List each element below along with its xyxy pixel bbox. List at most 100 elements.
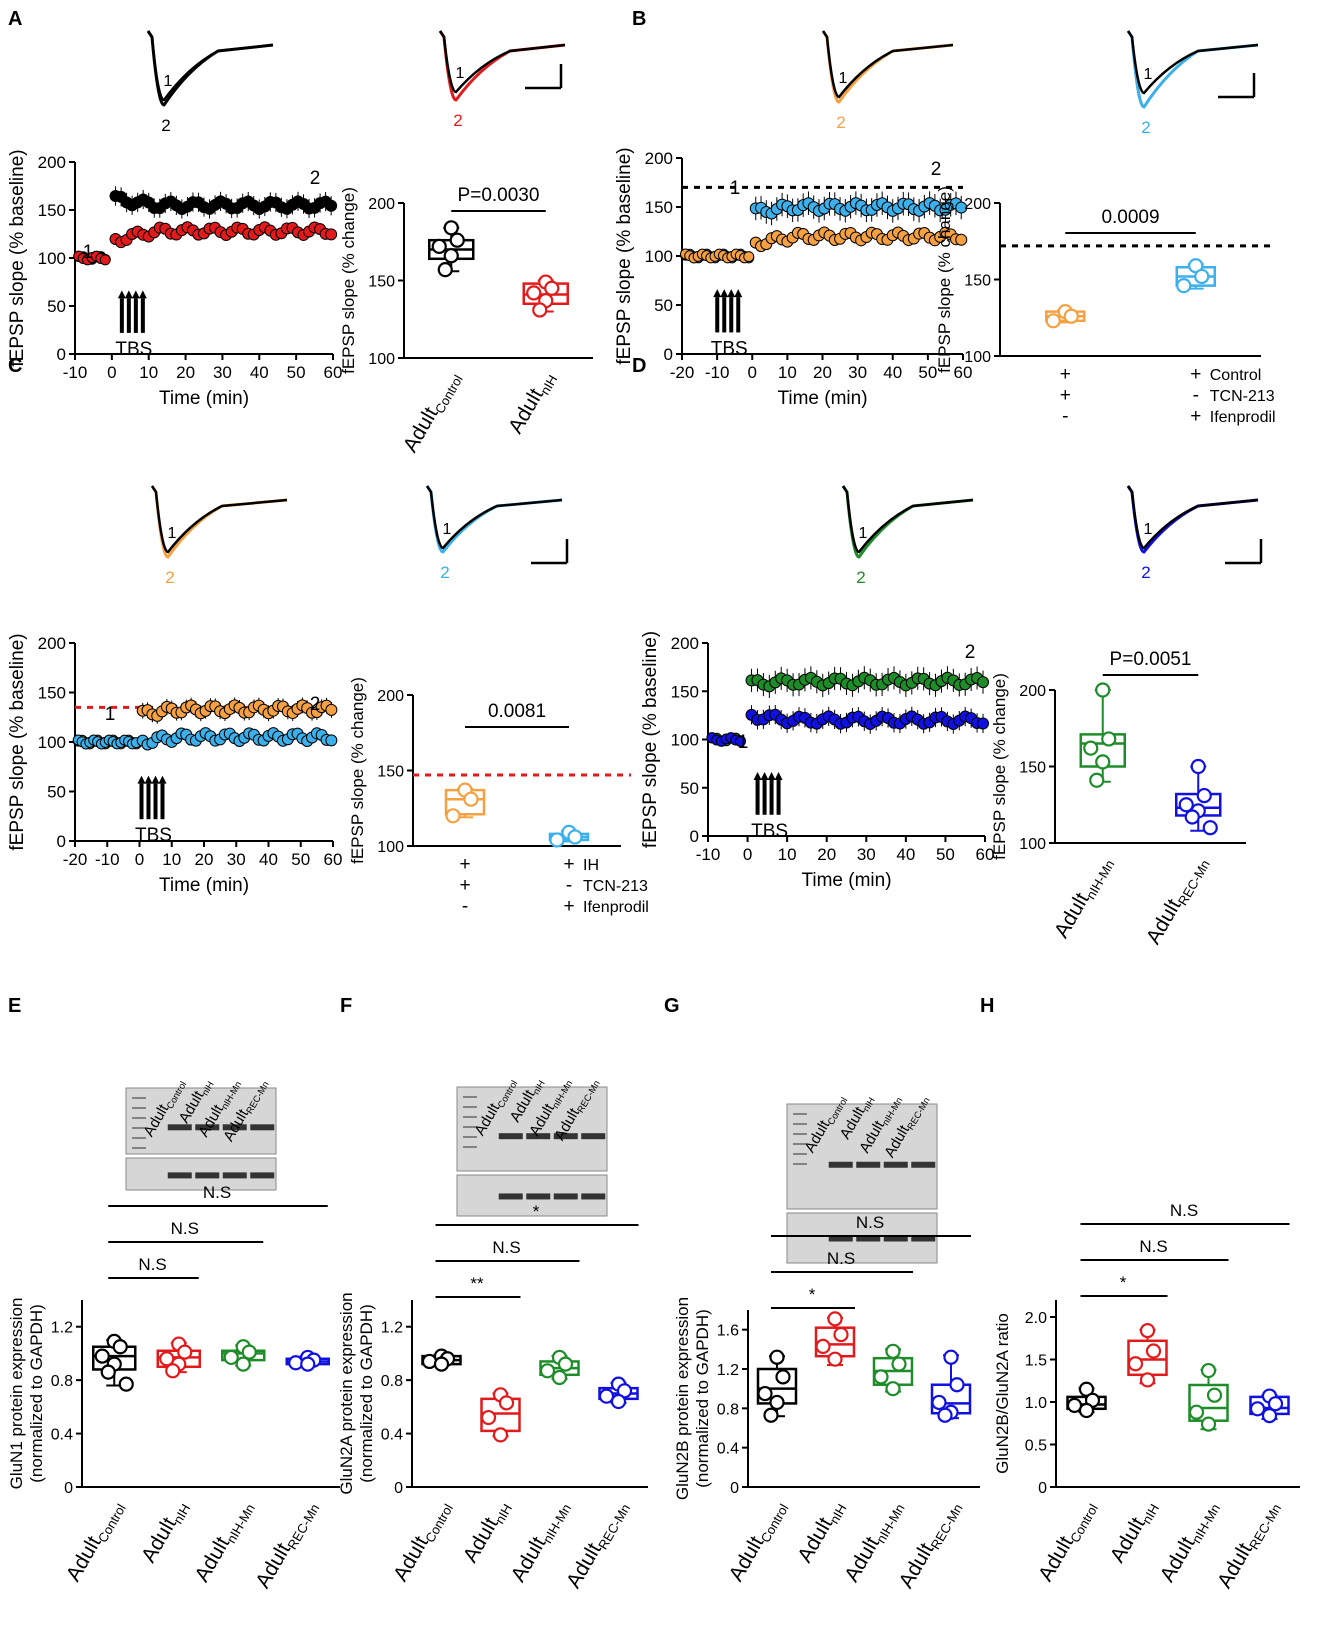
significance-label: N.S xyxy=(203,1183,231,1202)
trace-line-1 xyxy=(146,30,274,102)
tbs-arrow-head xyxy=(117,290,126,299)
data-point xyxy=(1139,1322,1156,1339)
data-point xyxy=(1145,1343,1162,1359)
y-tick-label: 100 xyxy=(38,733,66,752)
data-point xyxy=(94,1348,110,1364)
y-tick-label: 0 xyxy=(57,345,66,364)
trace-line-1 xyxy=(150,485,288,554)
trace-line-1 xyxy=(1126,485,1259,550)
data-point xyxy=(833,1326,849,1343)
data-point xyxy=(1190,758,1206,775)
group-label: AdultREC-Mn xyxy=(251,1496,322,1593)
data-point xyxy=(567,829,583,845)
y-tick-label: 200 xyxy=(377,688,404,705)
data-point xyxy=(1249,1401,1266,1417)
data-point xyxy=(598,1388,615,1404)
p-value: P=0.0030 xyxy=(458,185,540,206)
gapdh-band xyxy=(553,1193,578,1200)
y-tick-label: 200 xyxy=(671,634,699,653)
tbs-arrow-head xyxy=(767,772,776,781)
panel-label: A xyxy=(8,8,22,30)
y-tick-label: 100 xyxy=(1019,836,1046,853)
y-tick-label: 2.0 xyxy=(1025,1310,1047,1327)
gapdh-band xyxy=(250,1172,275,1179)
x-tick-label: -10 xyxy=(63,363,88,382)
data-point xyxy=(931,1394,947,1411)
p-value: P=0.0051 xyxy=(1110,649,1192,670)
y-tick-label: 200 xyxy=(1019,683,1046,700)
y-tick-label: 1.6 xyxy=(717,1323,739,1340)
x-tick-label: 30 xyxy=(857,845,876,864)
panel-label: D xyxy=(632,355,646,377)
group-label-sub: REC-Mn xyxy=(928,1501,966,1552)
baseline-point xyxy=(99,254,111,266)
y-tick-label: 200 xyxy=(38,634,66,653)
x-tick-label: 60 xyxy=(324,850,343,869)
y-tick-label: 1.0 xyxy=(1025,1395,1047,1412)
group-label-sub: REC-Mn xyxy=(595,1501,633,1552)
significance-label: N.S xyxy=(1170,1201,1198,1220)
data-point xyxy=(1200,1416,1217,1432)
significance-label: N.S xyxy=(138,1255,166,1274)
data-point xyxy=(463,791,479,807)
x-tick-label: -10 xyxy=(705,363,730,382)
group-label: AdultnIH xyxy=(1106,1496,1162,1568)
group-label-sub: Control xyxy=(1067,1501,1101,1545)
data-point xyxy=(165,1363,181,1379)
protein-band xyxy=(911,1161,936,1168)
x-tick-label: 10 xyxy=(778,363,797,382)
x-tick-label: 50 xyxy=(936,845,955,864)
panel-label: B xyxy=(632,8,646,30)
y-tick-label: 0 xyxy=(64,1480,73,1497)
data-point xyxy=(159,1351,175,1367)
y-tick-label: 150 xyxy=(1019,760,1046,777)
data-point xyxy=(431,238,447,254)
data-point xyxy=(955,233,968,246)
x-tick-label: 10 xyxy=(778,845,797,864)
tbs-arrow-head xyxy=(713,289,722,298)
y-tick-label: 0 xyxy=(664,345,673,364)
data-point xyxy=(955,201,968,214)
x-tick-label: 0 xyxy=(743,845,752,864)
gapdh-band xyxy=(911,1235,936,1242)
data-point xyxy=(300,1356,316,1372)
data-point xyxy=(241,1344,257,1360)
condition-sign: + xyxy=(563,854,574,875)
tbs-arrow-head xyxy=(151,775,160,784)
data-point xyxy=(885,1343,901,1359)
tbs-arrow-head xyxy=(138,290,147,299)
y-tick-label: 50 xyxy=(654,296,673,315)
data-point xyxy=(526,285,542,301)
group-label: AdultControl xyxy=(1034,1496,1101,1587)
data-point xyxy=(549,832,565,848)
data-point xyxy=(1267,1396,1284,1412)
y-tick-label: 0 xyxy=(394,1480,403,1497)
p-value: 0.0081 xyxy=(488,701,546,722)
trace-marker-1: 1 xyxy=(105,704,116,725)
tbs-label: TBS xyxy=(135,825,172,846)
y-tick-label: 0.8 xyxy=(717,1401,739,1418)
x-axis-label: Time (min) xyxy=(777,388,867,409)
protein-band xyxy=(195,1124,220,1131)
condition-label: Ifenprodil xyxy=(1210,409,1276,426)
significance-label: * xyxy=(1120,1273,1127,1292)
data-point xyxy=(873,1369,889,1385)
data-point xyxy=(480,1409,497,1426)
tbs-arrow-head xyxy=(760,772,769,781)
data-point xyxy=(235,1356,251,1372)
x-tick-label: 20 xyxy=(176,363,195,382)
group-label: AdultREC-Mn xyxy=(1142,852,1213,949)
trace-marker-1: 1 xyxy=(83,242,94,263)
y-tick-label: 150 xyxy=(38,201,66,220)
y-tick-label: 200 xyxy=(368,196,395,213)
protein-band xyxy=(828,1161,853,1168)
trace-line-1 xyxy=(425,485,563,550)
x-tick-label: 60 xyxy=(976,845,995,864)
data-point xyxy=(885,1381,901,1397)
condition-sign: - xyxy=(1062,406,1068,427)
gapdh-band xyxy=(883,1235,908,1242)
panel-label: C xyxy=(8,355,22,377)
y-tick-label: 1.2 xyxy=(717,1362,739,1379)
data-point xyxy=(827,1311,843,1327)
group-label-sub: REC-Mn xyxy=(1175,857,1213,908)
